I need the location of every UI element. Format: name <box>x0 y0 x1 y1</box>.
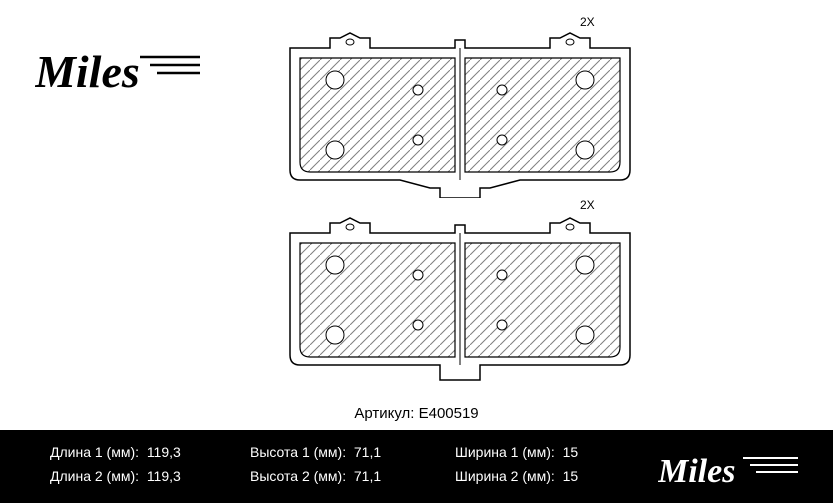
spec-height-2: Высота 2 (мм): 71,1 <box>250 468 455 484</box>
spec-length-2: Длина 2 (мм): 119,3 <box>50 468 250 484</box>
main-diagram-area: Miles 2X 2X <box>0 0 833 432</box>
brand-logo-right: Miles <box>658 450 803 499</box>
brake-pad-top <box>280 30 640 198</box>
specs-col-width: Ширина 1 (мм): 15 Ширина 2 (мм): 15 <box>455 444 655 484</box>
brake-pad-bottom <box>280 215 640 383</box>
qty-label-bottom: 2X <box>580 198 595 212</box>
specs-col-height: Высота 1 (мм): 71,1 Высота 2 (мм): 71,1 <box>250 444 455 484</box>
brake-pad-diagram: 2X 2X <box>280 15 660 385</box>
brand-text-footer: Miles <box>658 453 735 490</box>
spec-width-2: Ширина 2 (мм): 15 <box>455 468 655 484</box>
brand-logo-left: Miles <box>35 45 205 110</box>
spec-width-1: Ширина 1 (мм): 15 <box>455 444 655 460</box>
qty-label-top: 2X <box>580 15 595 29</box>
article-label: Артикул: <box>354 405 414 422</box>
specs-col-length: Длина 1 (мм): 119,3 Длина 2 (мм): 119,3 <box>50 444 250 484</box>
specs-bar: Длина 1 (мм): 119,3 Длина 2 (мм): 119,3 … <box>0 432 833 503</box>
article-value: E400519 <box>419 405 479 422</box>
spec-length-1: Длина 1 (мм): 119,3 <box>50 444 250 460</box>
spec-height-1: Высота 1 (мм): 71,1 <box>250 444 455 460</box>
brand-text: Miles <box>35 46 140 97</box>
article-row: Артикул: E400519 <box>0 400 833 430</box>
